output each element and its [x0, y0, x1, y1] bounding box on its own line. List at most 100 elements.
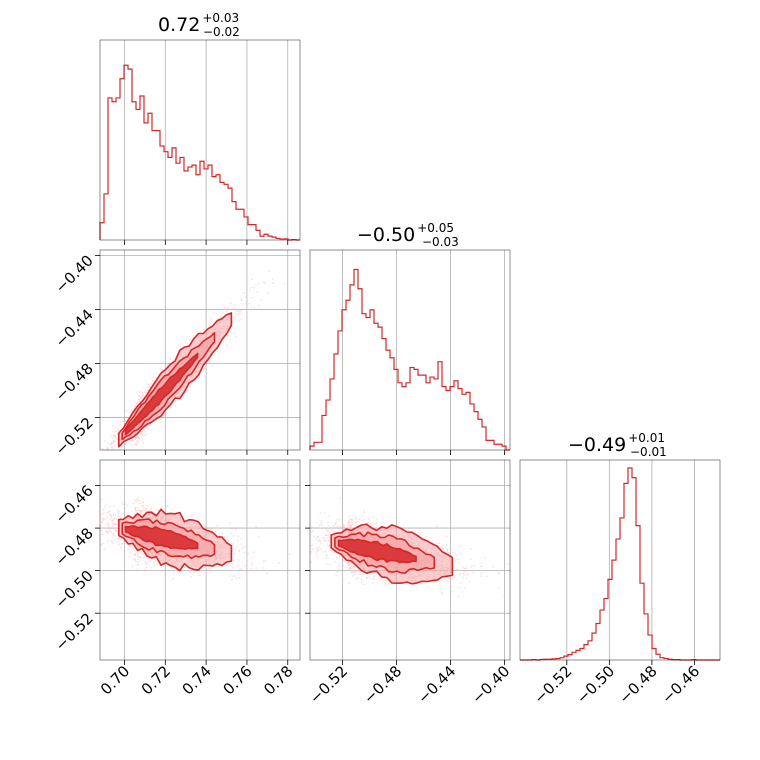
scatter-point: [140, 556, 142, 559]
scatter-point: [149, 385, 152, 388]
scatter-point: [137, 400, 140, 403]
scatter-point: [231, 578, 233, 581]
scatter-point: [363, 518, 366, 521]
scatter-point: [134, 443, 137, 446]
scatter-point: [101, 517, 104, 520]
scatter-point: [108, 510, 111, 513]
scatter-point: [235, 577, 238, 579]
scatter-point: [228, 522, 231, 525]
scatter-point: [283, 282, 286, 285]
scatter-point: [108, 453, 110, 455]
scatter-point: [118, 458, 120, 460]
scatter-point: [232, 559, 235, 562]
scatter-point: [108, 525, 110, 528]
title-2-median: −0.49: [568, 434, 626, 456]
scatter-point: [112, 529, 115, 531]
scatter-point: [138, 398, 141, 401]
scatter-point: [427, 586, 429, 589]
scatter-point: [115, 523, 118, 526]
scatter-point: [131, 565, 133, 568]
scatter-point: [239, 311, 241, 314]
scatter-point: [351, 521, 354, 523]
scatter-point: [115, 430, 117, 433]
scatter-point: [100, 476, 102, 478]
scatter-point: [141, 513, 144, 516]
scatter-point: [237, 310, 240, 313]
scatter-point: [125, 409, 128, 412]
scatter-point: [104, 461, 106, 463]
scatter-point: [145, 390, 148, 393]
scatter-point: [82, 509, 84, 511]
scatter-point: [104, 440, 106, 442]
scatter-point: [116, 533, 119, 536]
scatter-point: [372, 572, 374, 575]
scatter-point: [107, 453, 109, 455]
scatter-point: [235, 310, 238, 313]
scatter-point: [137, 564, 140, 566]
scatter-point: [101, 447, 104, 450]
scatter-point: [153, 558, 156, 561]
scatter-point: [352, 569, 355, 572]
scatter-point: [251, 564, 253, 567]
scatter-point: [328, 536, 330, 539]
scatter-point: [234, 317, 236, 320]
scatter-point: [109, 518, 112, 520]
scatter-point: [203, 328, 206, 331]
scatter-point: [105, 504, 108, 506]
scatter-point: [209, 568, 212, 570]
scatter-point: [137, 496, 140, 499]
scatter-point: [109, 505, 111, 508]
scatter-point: [100, 529, 103, 532]
scatter-point: [110, 442, 113, 445]
scatter-point: [80, 471, 82, 473]
scatter-point: [129, 411, 132, 414]
scatter-point: [236, 564, 239, 567]
scatter-point: [119, 421, 122, 423]
scatter-point: [266, 291, 269, 294]
scatter-point: [184, 342, 187, 345]
scatter-point: [238, 568, 241, 571]
scatter-point: [156, 564, 159, 567]
scatter-point: [212, 353, 215, 356]
xtick-label-h2-0: −0.52: [530, 662, 575, 707]
scatter-point: [118, 543, 121, 546]
scatter-point: [311, 526, 314, 528]
scatter-point: [105, 531, 108, 534]
scatter-point: [138, 499, 141, 502]
panel-2d-param1-vs-param0: −0.40−0.44−0.48−0.52: [46, 249, 301, 511]
scatter-point: [142, 509, 145, 512]
scatter-point: [225, 343, 228, 346]
ytick-label-p2p0-1: −0.48: [52, 524, 97, 569]
scatter-point: [253, 286, 256, 289]
scatter-point: [338, 556, 341, 558]
scatter-point: [435, 525, 438, 528]
xtick-label-p2p0-1: 0.72: [138, 662, 174, 698]
scatter-point: [136, 506, 139, 509]
scatter-point: [132, 502, 135, 504]
xtick-label-h2-1: −0.50: [573, 662, 618, 707]
scatter-point: [479, 575, 482, 577]
scatter-point: [241, 547, 244, 550]
scatter-point: [147, 386, 150, 389]
scatter-point: [238, 309, 241, 312]
scatter-point: [103, 505, 106, 508]
scatter-point: [121, 501, 123, 504]
scatter-point: [326, 543, 329, 545]
scatter-point: [107, 442, 109, 444]
scatter-point: [221, 312, 224, 314]
scatter-point: [223, 536, 226, 538]
scatter-point: [234, 548, 237, 551]
scatter-point: [162, 360, 164, 363]
scatter-point: [233, 332, 236, 335]
scatter-point: [111, 437, 114, 439]
scatter-point: [139, 433, 142, 436]
scatter-point: [129, 545, 132, 548]
scatter-point: [122, 540, 125, 543]
scatter-point: [121, 420, 124, 423]
scatter-point: [94, 515, 96, 517]
scatter-point: [88, 459, 90, 461]
scatter-point: [94, 514, 96, 516]
scatter-point: [107, 461, 109, 463]
scatter-point: [46, 509, 48, 511]
